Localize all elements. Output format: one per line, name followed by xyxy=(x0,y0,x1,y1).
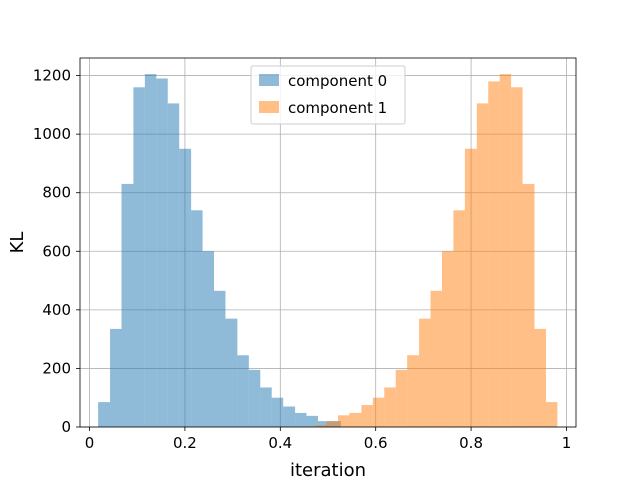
histogram-bar-component-1 xyxy=(534,328,546,427)
legend-label-component-1: component 1 xyxy=(288,99,387,117)
histogram-bar-component-0 xyxy=(133,87,145,428)
histogram-bar-component-1 xyxy=(384,387,396,427)
tick-labels: 0 0.2 0.4 0.6 0.8 1 0 200 400 600 800 1000 1200 xyxy=(33,67,571,452)
y-axis-label: KL xyxy=(7,232,28,254)
histogram-bar-component-1 xyxy=(441,251,454,427)
histogram-bar-component-1 xyxy=(315,425,327,427)
histogram-bar-component-1 xyxy=(326,421,339,427)
y-tick-label: 1200 xyxy=(33,67,71,85)
histogram-bar-component-1 xyxy=(476,103,489,428)
histogram-bar-component-1 xyxy=(407,355,420,427)
histogram-bar-component-1 xyxy=(372,397,385,427)
histogram-bars xyxy=(98,74,558,428)
histogram-bar-component-0 xyxy=(283,406,296,427)
histogram-bar-component-0 xyxy=(248,369,261,427)
plot-frame xyxy=(79,57,577,428)
y-tick-label: 800 xyxy=(42,184,71,202)
histogram-bar-component-0 xyxy=(121,183,134,427)
y-tick-label: 600 xyxy=(42,242,71,260)
y-tick-label: 0 xyxy=(61,418,71,436)
histogram-bar-component-0 xyxy=(237,355,249,427)
legend: component 0 component 1 xyxy=(250,65,406,125)
histogram-bar-component-0 xyxy=(214,290,226,427)
histogram-bar-component-1 xyxy=(511,87,523,428)
histogram-bar-component-0 xyxy=(225,318,238,427)
histogram-bar-component-1 xyxy=(488,81,500,427)
histogram-bar-component-0 xyxy=(271,397,284,427)
histogram-bar-component-1 xyxy=(395,369,408,427)
histogram-bar-component-0 xyxy=(202,251,215,427)
x-tick-label: 0.6 xyxy=(364,434,388,452)
histogram-bar-component-0 xyxy=(110,328,122,427)
x-tick-label: 0.8 xyxy=(459,434,483,452)
legend-label-component-0: component 0 xyxy=(288,72,387,90)
legend-swatch-component-0 xyxy=(259,74,279,86)
x-axis-label: iteration xyxy=(290,460,366,480)
legend-swatch-component-1 xyxy=(259,101,279,113)
histogram-bar-component-1 xyxy=(499,74,512,427)
histogram-bar-component-0 xyxy=(191,210,203,427)
histogram-bar-component-0 xyxy=(156,78,168,427)
x-tick-label: 0 xyxy=(85,434,95,452)
histogram-bar-component-1 xyxy=(349,412,362,427)
x-tick-label: 0.4 xyxy=(268,434,292,452)
histogram-bar-component-1 xyxy=(419,318,431,427)
legend-frame xyxy=(250,65,406,125)
axes xyxy=(76,57,577,431)
x-tick-label: 0.2 xyxy=(173,434,197,452)
y-tick-label: 400 xyxy=(42,301,71,319)
histogram-bar-component-1 xyxy=(453,210,465,427)
histogram-bar-component-0 xyxy=(144,74,157,427)
histogram-bar-component-1 xyxy=(430,290,442,427)
histogram-bar-component-1 xyxy=(522,183,535,427)
histogram-bar-component-0 xyxy=(317,421,330,427)
histogram-bar-component-1 xyxy=(361,405,373,427)
histogram-bar-component-0 xyxy=(295,412,307,427)
histogram-bar-component-0 xyxy=(179,148,192,428)
histogram-bar-component-0 xyxy=(167,103,180,428)
histogram-bar-component-1 xyxy=(545,402,558,427)
y-tick-label: 1000 xyxy=(33,125,71,143)
histogram-bar-component-1 xyxy=(464,148,477,428)
histogram-bar-component-0 xyxy=(98,402,111,427)
y-tick-label: 200 xyxy=(42,359,71,377)
x-tick-label: 1 xyxy=(562,434,572,452)
histogram-bar-component-0 xyxy=(306,415,318,427)
histogram-bar-component-1 xyxy=(338,415,350,427)
histogram-bar-component-0 xyxy=(260,387,272,427)
